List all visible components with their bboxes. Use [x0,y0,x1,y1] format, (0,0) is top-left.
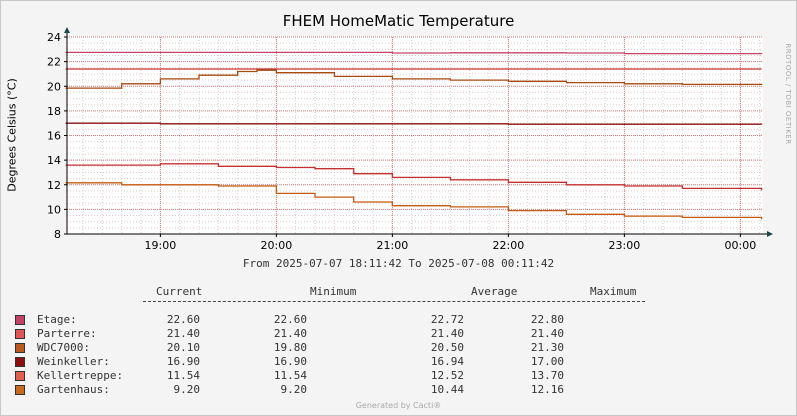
legend-maximum: 22.80 [530,313,564,326]
legend-maximum: 21.30 [530,341,564,354]
legend-swatch [15,329,25,339]
legend-name: Weinkeller: [37,355,110,368]
legend-minimum: 9.20 [280,383,308,396]
series-line-gartenhaus [65,182,763,220]
legend-average: 22.72 [430,313,464,326]
legend-row: Etage: 22.60 22.60 22.72 22.80 [0,313,797,327]
legend-current: 9.20 [173,383,201,396]
legend-header-average: Average [471,285,518,298]
legend-maximum: 21.40 [530,327,564,340]
legend-swatch [15,371,25,381]
legend-row: Gartenhaus: 9.20 9.20 10.44 12.16 [0,383,797,397]
y-tick-label: 24 [47,31,61,44]
y-tick-label: 12 [47,179,61,192]
legend-swatch [15,357,25,367]
legend-name: Gartenhaus: [37,383,110,396]
y-tick-label: 16 [47,130,61,143]
legend-swatch [15,315,25,325]
legend-row: Kellertreppe: 11.54 11.54 12.52 13.70 [0,369,797,383]
x-tick-label: 19:00 [145,239,177,250]
legend-divider [143,301,645,302]
y-tick-label: 10 [47,203,61,216]
chart-title: FHEM HomeMatic Temperature [282,12,515,30]
legend-row: Parterre: 21.40 21.40 21.40 21.40 [0,327,797,341]
legend-current: 22.60 [166,313,200,326]
legend-current: 21.40 [166,327,200,340]
y-tick-label: 20 [47,80,61,93]
x-axis-arrow [767,231,773,237]
legend-header-current: Current [156,285,203,298]
legend-minimum: 21.40 [273,327,307,340]
series-line-wdc7000 [65,69,763,89]
y-axis-arrow [64,27,70,33]
legend-maximum: 13.70 [530,369,564,382]
legend-swatch [15,343,25,353]
time-range-text: From 2025-07-07 18:11:42 To 2025-07-08 0… [242,257,555,270]
legend-average: 21.40 [430,327,464,340]
series-line-kellertreppe [65,163,763,191]
legend-header-maximum: Maximum [590,285,637,298]
legend-maximum: 17.00 [530,355,564,368]
plot-area: 8 10 12 14 16 18 20 22 24 19:00 20:00 21:00 22:00 23:… [47,27,773,250]
legend-row: WDC7000: 20.10 19.80 20.50 21.30 [0,341,797,355]
legend-average: 10.44 [430,383,464,396]
legend-minimum: 11.54 [273,369,307,382]
legend-minimum: 16.90 [273,355,307,368]
y-tick-label: 14 [47,154,61,167]
y-tick-label: 22 [47,56,61,69]
legend-header-minimum: Minimum [310,285,357,298]
legend-average: 12.52 [430,369,464,382]
y-tick-label: 18 [47,105,61,118]
x-tick-label: 23:00 [609,239,641,250]
legend-maximum: 12.16 [530,383,564,396]
x-tick-label: 00:00 [725,239,757,250]
y-tick-label: 8 [54,228,61,241]
legend-minimum: 22.60 [273,313,307,326]
legend-current: 20.10 [166,341,200,354]
series-line-weinkeller [65,122,763,125]
legend-name: Parterre: [37,327,97,340]
legend-current: 16.90 [166,355,200,368]
legend-average: 16.94 [430,355,464,368]
series-line-etage [65,51,763,55]
legend-swatch [15,385,25,395]
legend-minimum: 19.80 [273,341,307,354]
x-tick-label: 21:00 [377,239,409,250]
legend-name: Etage: [37,313,77,326]
legend-row: Weinkeller: 16.90 16.90 16.94 17.00 [0,355,797,369]
x-tick-label: 20:00 [261,239,293,250]
legend-average: 20.50 [430,341,464,354]
footer-credit: Generated by Cacti® [355,401,442,410]
legend-name: Kellertreppe: [37,369,124,382]
x-tick-label: 22:00 [493,239,525,250]
legend-name: WDC7000: [37,341,90,354]
legend-current: 11.54 [166,369,200,382]
